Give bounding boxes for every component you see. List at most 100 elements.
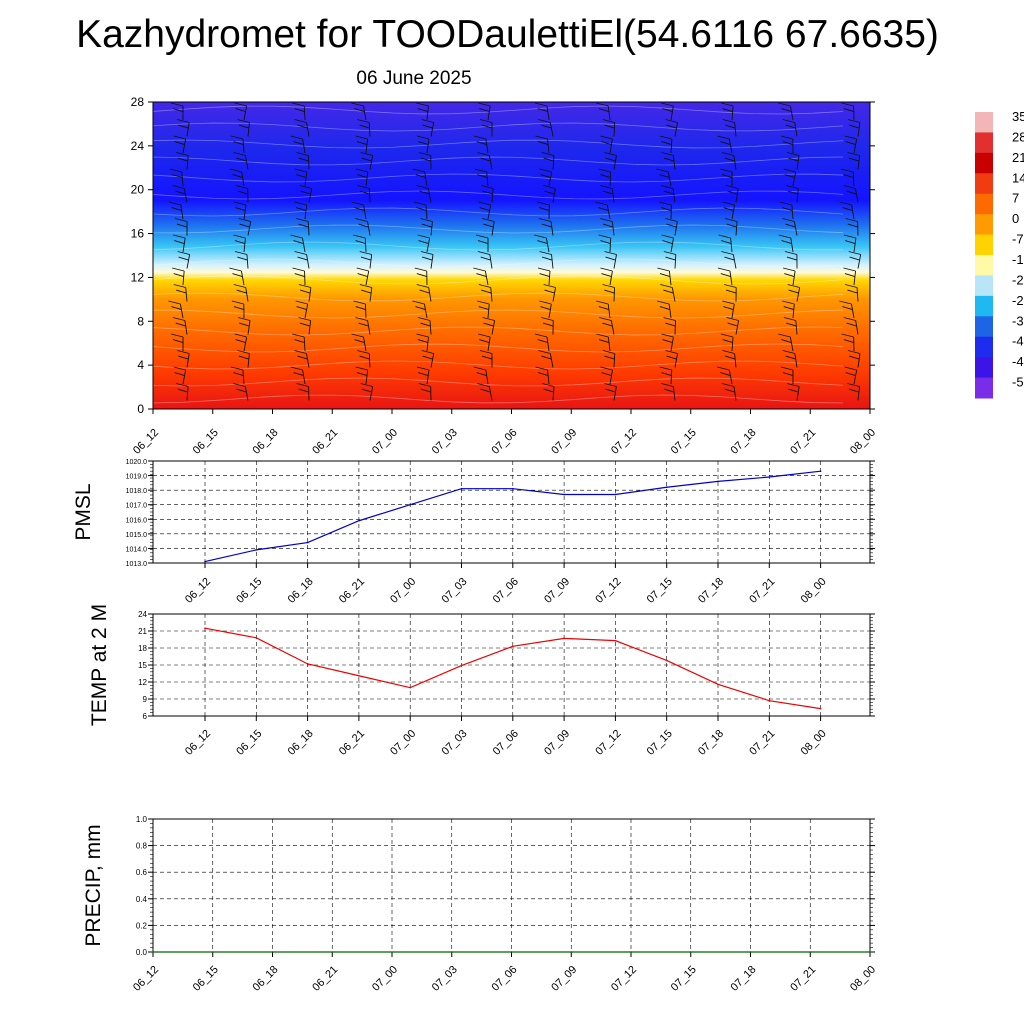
series-point xyxy=(512,487,514,490)
wind-barb xyxy=(473,267,489,286)
series-point xyxy=(391,951,393,953)
wind-barb xyxy=(602,350,616,368)
x-tick-label: 06_15 xyxy=(234,728,264,758)
series-point xyxy=(450,951,453,953)
wind-barb xyxy=(414,267,428,286)
wind-barb xyxy=(722,350,737,368)
y-tick-label: 0 xyxy=(137,402,144,416)
wind-barb xyxy=(659,366,673,385)
wind-barb xyxy=(294,168,308,187)
wind-barb xyxy=(843,185,859,203)
colorbar-swatch xyxy=(975,152,993,174)
x-tick-label: 07_18 xyxy=(696,576,726,606)
y-tick-label: 0.4 xyxy=(136,895,148,904)
wind-barb xyxy=(722,119,737,137)
wind-barb xyxy=(602,119,616,137)
wind-barb xyxy=(778,333,794,352)
wind-barb xyxy=(717,135,733,154)
wind-barb xyxy=(843,317,859,335)
contour-line xyxy=(152,360,844,370)
series-point xyxy=(563,493,565,496)
contour-line xyxy=(152,224,844,234)
wind-barb xyxy=(538,119,554,137)
series-point xyxy=(819,470,822,473)
wind-barb xyxy=(541,383,555,401)
colorbar-swatch xyxy=(975,316,993,338)
wind-barb xyxy=(659,135,673,154)
wind-barb xyxy=(596,102,611,121)
wind-barb xyxy=(600,135,613,154)
wind-barb xyxy=(292,102,306,121)
wind-barb xyxy=(537,267,551,286)
contour-line xyxy=(152,241,844,251)
wind-barb xyxy=(661,102,674,121)
colorbar-label: -7 xyxy=(1012,232,1024,247)
wind-barb xyxy=(783,267,796,286)
wind-barb xyxy=(360,152,374,170)
wind-barb xyxy=(176,383,189,401)
contour-line xyxy=(152,207,844,217)
wind-barb xyxy=(173,284,188,302)
wind-barb xyxy=(360,383,374,401)
wind-barb xyxy=(290,366,306,385)
wind-barb xyxy=(839,300,855,319)
wind-barb xyxy=(294,201,308,220)
colorbar-label: 7 xyxy=(1012,191,1019,206)
colorbar-label: -5 xyxy=(1012,375,1024,390)
wind-barb xyxy=(722,201,736,220)
series-point xyxy=(306,663,309,665)
wind-barb xyxy=(355,135,369,154)
wind-barb xyxy=(173,234,186,253)
wind-barb xyxy=(721,383,737,401)
y-axis-label: PMSL xyxy=(72,483,95,540)
wind-barb xyxy=(229,267,245,286)
y-tick-label: 1013.0 xyxy=(126,561,148,568)
wind-barb xyxy=(721,102,734,121)
wind-barb xyxy=(170,333,184,352)
wind-barb xyxy=(600,366,613,385)
wind-barb xyxy=(416,102,429,121)
series-point xyxy=(358,519,360,522)
wind-barb xyxy=(418,152,432,170)
x-tick-label: 06_21 xyxy=(310,427,340,457)
colorbar-swatch xyxy=(975,336,993,358)
x-tick-label: 07_00 xyxy=(388,576,418,606)
y-tick-label: 12 xyxy=(138,678,147,687)
wind-barb xyxy=(543,284,557,302)
wind-barb xyxy=(473,366,489,385)
wind-barb xyxy=(299,185,313,203)
wind-barb xyxy=(539,168,553,187)
wind-barb xyxy=(229,168,245,187)
pmsl-panel: 1013.0 1014.0 1015.0 1016.0 1017.0 1018.0 1019… xyxy=(72,459,875,606)
wind-barb xyxy=(233,152,249,170)
series-point xyxy=(768,699,771,702)
series-point xyxy=(331,951,334,953)
x-tick-label: 07_21 xyxy=(788,427,818,457)
wind-barb xyxy=(235,185,249,203)
wind-barb xyxy=(779,201,794,220)
series-point xyxy=(460,487,463,490)
wind-barb xyxy=(843,234,857,253)
wind-barb xyxy=(357,350,371,368)
wind-barb xyxy=(351,102,367,121)
wind-barb xyxy=(353,300,367,319)
x-tick-label: 07_15 xyxy=(669,427,699,457)
x-tick-label: 07_03 xyxy=(430,964,460,994)
series-point xyxy=(409,686,412,689)
wind-barb xyxy=(780,135,794,154)
colorbar-label: -2 xyxy=(1012,293,1024,308)
wind-barb xyxy=(351,201,367,220)
wind-barbs xyxy=(168,102,862,401)
wind-barb xyxy=(844,135,858,154)
x-tick-label: 06_21 xyxy=(310,964,340,994)
wind-barb xyxy=(663,317,676,335)
wind-barb xyxy=(174,218,188,236)
wind-barb xyxy=(421,350,435,368)
wind-barb xyxy=(784,251,798,269)
series-point xyxy=(211,951,214,953)
x-tick-label: 07_18 xyxy=(729,427,759,457)
wind-barb xyxy=(169,168,184,187)
wind-barb xyxy=(778,234,794,253)
wind-barb xyxy=(783,168,797,187)
wind-barb xyxy=(295,300,309,319)
